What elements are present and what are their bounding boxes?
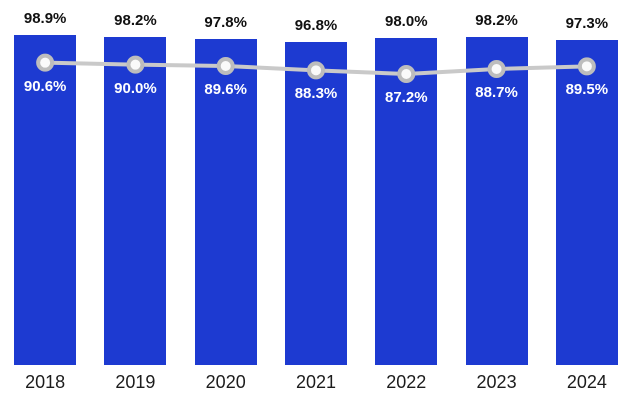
bar-value-label: 98.0% [385, 12, 428, 30]
line-value-label: 90.0% [114, 79, 157, 97]
bar-value-label: 98.2% [475, 12, 518, 30]
bar [375, 37, 438, 365]
bar [465, 37, 528, 365]
bar-value-label: 98.9% [23, 9, 67, 27]
line-value-label: 89.5% [565, 81, 609, 99]
bar [194, 38, 257, 365]
bar [104, 37, 167, 365]
line-value-label: 87.2% [385, 89, 428, 106]
bar [555, 40, 618, 365]
bar-value-label: 98.2% [114, 12, 157, 30]
x-axis-tick-label: 2019 [115, 372, 156, 392]
line-value-label: 88.3% [294, 85, 338, 103]
x-axis-tick-label: 2024 [566, 372, 607, 392]
bar-value-label: 96.8% [294, 16, 338, 34]
x-axis-tick-label: 2023 [476, 372, 517, 392]
line-value-label: 89.6% [204, 81, 247, 98]
x-axis-tick-label: 2018 [25, 372, 66, 392]
bar-value-label: 97.3% [565, 15, 609, 33]
line-value-label: 88.7% [475, 84, 518, 101]
line-value-label: 90.6% [23, 77, 67, 95]
bar [285, 41, 347, 365]
x-axis-tick-label: 2021 [295, 372, 337, 392]
x-axis-tick-label: 2022 [386, 372, 427, 392]
bar [14, 34, 77, 365]
x-axis-tick-label: 2020 [205, 372, 246, 392]
bar-value-label: 97.8% [204, 13, 247, 31]
